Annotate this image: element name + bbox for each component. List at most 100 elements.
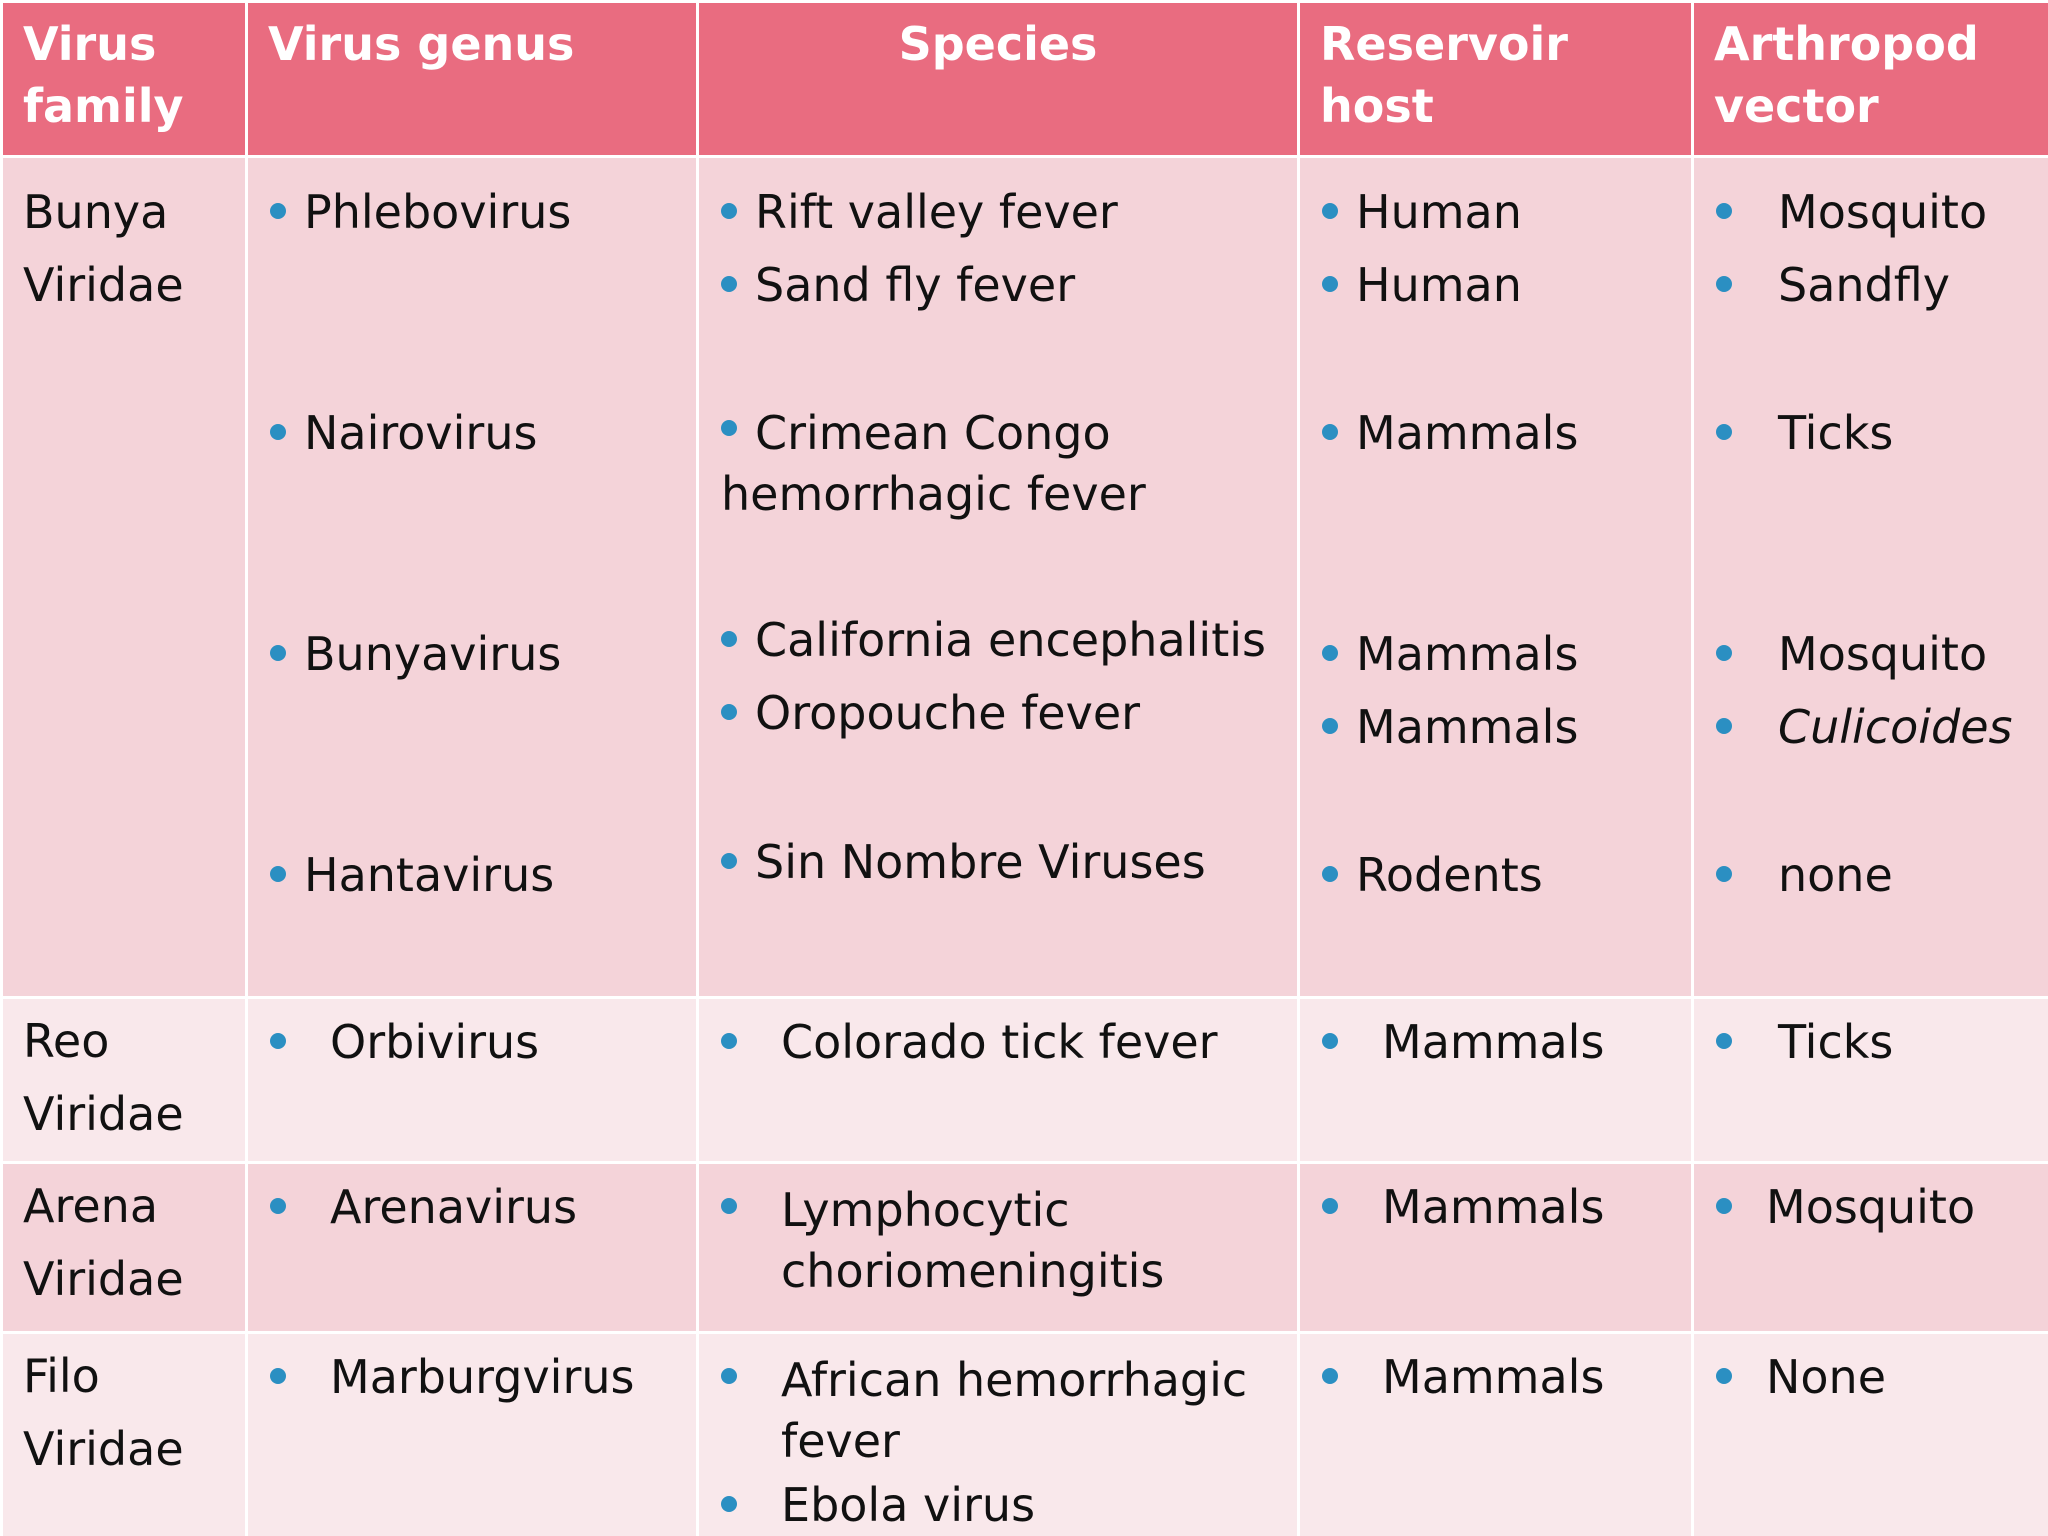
bullet-icon <box>1322 645 1338 661</box>
list-item: Mammals <box>1322 618 1681 691</box>
list-item: Culicoides <box>1716 691 2038 764</box>
header-virus-family: Virus family <box>0 0 248 158</box>
list-item: Sin Nombre Viruses <box>721 826 1287 899</box>
bullet-icon <box>270 1033 286 1049</box>
header-species: Species <box>696 0 1300 158</box>
bullet-icon <box>721 704 737 720</box>
list-item: Mammals <box>1322 691 1681 764</box>
family-cell: Filo Viridae <box>0 1331 248 1536</box>
list-item: Crimean Congo hemorrhagic fever <box>721 406 1146 521</box>
bullet-icon <box>1322 424 1338 440</box>
list-item: Ticks <box>1716 1009 2026 1075</box>
genus-cell: Orbivirus <box>245 996 699 1164</box>
bullet-icon <box>721 1198 737 1214</box>
bullet-icon <box>1716 276 1732 292</box>
species-cell: Colorado tick fever <box>696 996 1300 1164</box>
bullet-icon <box>721 631 737 647</box>
list-item: Nairovirus <box>270 397 686 470</box>
bullet-icon <box>270 1368 286 1384</box>
species-cell: African hemorrhagic fever Ebola virus <box>696 1331 1300 1536</box>
bullet-icon <box>721 1368 737 1384</box>
bullet-icon <box>1322 866 1338 882</box>
list-item: Phlebovirus <box>270 176 686 249</box>
vector-cell: Ticks <box>1691 996 2048 1164</box>
host-cell: Mammals <box>1297 1161 1694 1334</box>
bullet-icon <box>1716 203 1732 219</box>
bullet-icon <box>270 203 286 219</box>
table-row-filo-viridae: Filo Viridae Marburgvirus African hemorr… <box>0 1331 2048 1536</box>
list-item: None <box>1716 1344 2026 1410</box>
bullet-icon <box>1322 1198 1338 1214</box>
genus-cell: Phlebovirus Nairovirus Bunyavirus Hantav… <box>245 155 699 999</box>
table-row-bunya-viridae: Bunya Viridae Phlebovirus Nairovirus Bun… <box>0 155 2048 999</box>
list-item: Human <box>1322 249 1681 322</box>
list-item: Mosquito <box>1716 618 2038 691</box>
bullet-icon <box>1716 866 1732 882</box>
bullet-icon <box>270 1198 286 1214</box>
bullet-icon <box>721 420 737 436</box>
family-cell: Bunya Viridae <box>0 155 248 999</box>
bullet-icon <box>721 853 737 869</box>
bullet-icon <box>1716 1198 1732 1214</box>
list-item: African hemorrhagic fever <box>721 1344 1275 1472</box>
list-item: Ebola virus <box>721 1472 1275 1536</box>
list-item: Bunyavirus <box>270 618 686 691</box>
bullet-icon <box>1322 276 1338 292</box>
list-item: Rodents <box>1322 839 1681 912</box>
bullet-icon <box>1322 203 1338 219</box>
bullet-icon <box>270 645 286 661</box>
list-item: Colorado tick fever <box>721 1009 1275 1075</box>
vector-cell: Mosquito <box>1691 1161 2048 1334</box>
genus-cell: Arenavirus <box>245 1161 699 1334</box>
bullet-icon <box>1322 718 1338 734</box>
genus-cell: Marburgvirus <box>245 1331 699 1536</box>
vector-cell: Mosquito Sandfly Ticks Mosquito Culicoid… <box>1691 155 2048 999</box>
host-cell: Mammals <box>1297 1331 1694 1536</box>
list-item: Marburgvirus <box>270 1344 674 1410</box>
bullet-icon <box>270 866 286 882</box>
bullet-icon <box>1322 1033 1338 1049</box>
vector-cell: None <box>1691 1331 2048 1536</box>
bullet-icon <box>721 276 737 292</box>
list-item: Lymphocytic choriomeningitis <box>721 1174 1275 1302</box>
species-cell: Lymphocytic choriomeningitis <box>696 1161 1300 1334</box>
header-arthropod-vector: Arthropod vector <box>1691 0 2048 158</box>
list-item: California encephalitis <box>721 604 1287 677</box>
list-item: Mosquito <box>1716 176 2038 249</box>
host-cell: Mammals <box>1297 996 1694 1164</box>
list-item: Mammals <box>1322 1174 1669 1240</box>
list-item: Rift valley fever <box>721 176 1287 249</box>
header-virus-genus: Virus genus <box>245 0 699 158</box>
family-cell: Arena Viridae <box>0 1161 248 1334</box>
list-item: Mosquito <box>1716 1174 2026 1240</box>
bullet-icon <box>1716 1033 1732 1049</box>
family-cell: Reo Viridae <box>0 996 248 1164</box>
list-item: Mammals <box>1322 1009 1669 1075</box>
bullet-icon <box>721 203 737 219</box>
list-item: Arenavirus <box>270 1174 674 1240</box>
table-header-row: Virus family Virus genus Species Reservo… <box>0 0 2048 158</box>
list-item: Mammals <box>1322 397 1681 470</box>
host-cell: Human Human Mammals Mammals Mammals Rode… <box>1297 155 1694 999</box>
bullet-icon <box>721 1496 737 1512</box>
bullet-icon <box>1716 718 1732 734</box>
table-row-reo-viridae: Reo Viridae Orbivirus Colorado tick feve… <box>0 996 2048 1164</box>
list-item: Hantavirus <box>270 839 686 912</box>
list-item: Ticks <box>1716 397 2038 470</box>
bullet-icon <box>1716 424 1732 440</box>
list-item: Orbivirus <box>270 1009 674 1075</box>
bullet-icon <box>1716 1368 1732 1384</box>
bullet-icon <box>1716 645 1732 661</box>
list-item: Sandfly <box>1716 249 2038 322</box>
species-cell: Rift valley fever Sand fly fever Crimean… <box>696 155 1300 999</box>
list-item: none <box>1716 839 2038 912</box>
bullet-icon <box>1322 1368 1338 1384</box>
bullet-icon <box>270 424 286 440</box>
list-item: Sand fly fever <box>721 249 1287 322</box>
table-row-arena-viridae: Arena Viridae Arenavirus Lymphocytic chor… <box>0 1161 2048 1334</box>
list-item: Mammals <box>1322 1344 1669 1410</box>
list-item: Oropouche fever <box>721 677 1287 750</box>
bullet-icon <box>721 1033 737 1049</box>
